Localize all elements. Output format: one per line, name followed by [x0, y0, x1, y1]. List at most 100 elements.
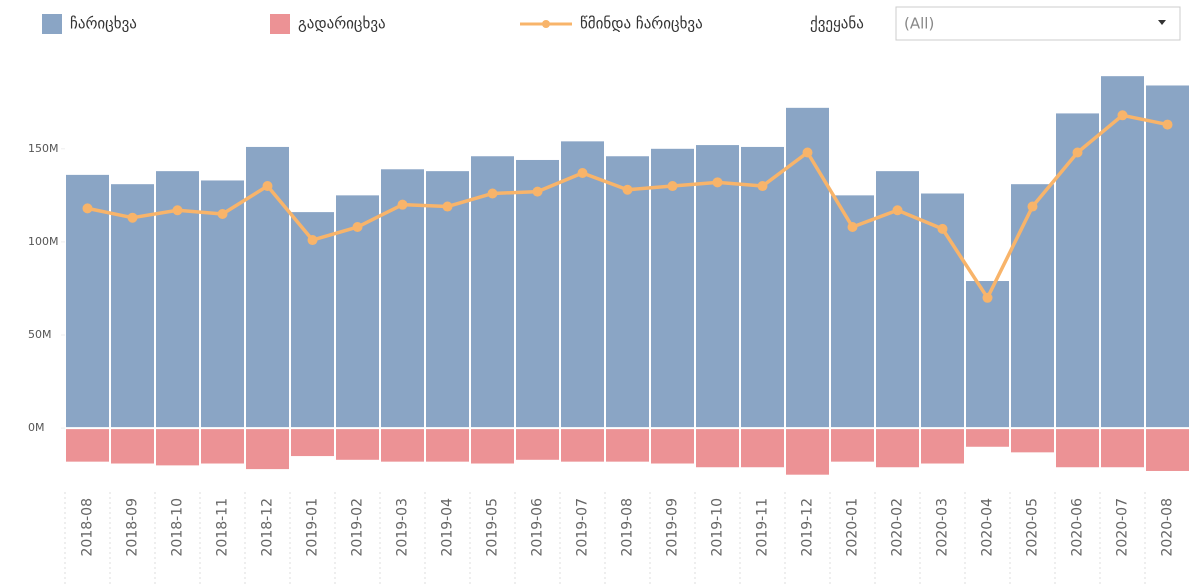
x-tick-label: 2018-08: [80, 498, 96, 557]
y-tick-label: 50M: [28, 328, 52, 341]
dropdown-value[interactable]: (All): [904, 15, 934, 33]
bar: [696, 145, 739, 429]
dropdown-box[interactable]: [895, 6, 1181, 41]
x-tick-label: 2018-11: [215, 498, 231, 557]
bar: [966, 428, 1009, 447]
bar: [111, 184, 154, 429]
legend-label: წმინდა ჩარიცხვა: [580, 15, 703, 33]
x-tick-label: 2020-05: [1025, 498, 1041, 557]
bar: [561, 141, 604, 429]
bar: [561, 428, 604, 462]
bar: [156, 428, 199, 466]
x-tick-label: 2019-08: [620, 498, 636, 557]
filter-label: ქვეყანა: [810, 15, 864, 33]
bar: [246, 428, 289, 470]
net-point: [892, 205, 903, 216]
bar: [291, 212, 334, 429]
net-point: [622, 184, 633, 195]
net-point: [262, 181, 273, 192]
net-point: [82, 203, 93, 214]
net-point: [1072, 147, 1083, 158]
net-point: [172, 205, 183, 216]
bar: [1146, 428, 1189, 471]
net-point: [712, 177, 723, 188]
y-tick-label: 100M: [28, 235, 59, 248]
bar: [516, 428, 559, 460]
net-point: [442, 201, 453, 212]
x-tick-label: 2019-09: [665, 498, 681, 557]
bar: [1011, 184, 1054, 429]
legend-label: ჩარიცხვა: [70, 15, 137, 33]
bar: [831, 195, 874, 429]
x-tick-label: 2019-11: [755, 498, 771, 557]
x-tick-label: 2019-03: [395, 498, 411, 557]
bar: [741, 428, 784, 468]
bar: [921, 428, 964, 464]
filter-dropdown[interactable]: (All): [895, 6, 1181, 41]
x-tick-label: 2020-04: [980, 498, 996, 557]
x-tick-label: 2020-07: [1115, 498, 1131, 557]
bar: [426, 171, 469, 429]
x-tick-label: 2019-01: [305, 498, 321, 557]
x-tick-label: 2019-12: [800, 498, 816, 557]
bar: [606, 156, 649, 429]
legend-swatch: [270, 14, 290, 34]
bar: [471, 428, 514, 464]
bar: [606, 428, 649, 462]
x-tick-label: 2019-07: [575, 498, 591, 557]
x-tick-label: 2020-06: [1070, 498, 1086, 557]
net-point: [217, 208, 228, 219]
bar: [696, 428, 739, 468]
bar: [876, 428, 919, 468]
dropdown-arrow[interactable]: [1158, 20, 1166, 25]
x-tick-label: 2018-10: [170, 498, 186, 557]
bar: [381, 428, 424, 462]
x-tick-label: 2019-06: [530, 498, 546, 557]
bar: [336, 428, 379, 460]
bar: [471, 156, 514, 429]
net-point: [127, 212, 138, 223]
x-tick-label: 2019-05: [485, 498, 501, 557]
x-tick-label: 2018-12: [260, 498, 276, 557]
legend-swatch: [42, 14, 62, 34]
bar: [1101, 76, 1144, 429]
net-point: [532, 186, 543, 197]
net-point: [307, 235, 318, 246]
net-point: [1162, 119, 1173, 130]
net-point: [847, 222, 858, 233]
bar: [651, 428, 694, 464]
x-tick-label: 2020-02: [890, 498, 906, 557]
legend-label: გადარიცხვა: [298, 15, 386, 33]
bar: [336, 195, 379, 429]
net-point: [802, 147, 813, 158]
bar: [1056, 113, 1099, 429]
net-point: [352, 222, 363, 233]
x-tick-label: 2019-04: [440, 498, 456, 557]
bar: [1146, 85, 1189, 429]
bar: [786, 428, 829, 475]
bar: [201, 180, 244, 429]
x-tick-label: 2019-10: [710, 498, 726, 557]
x-tick-label: 2018-09: [125, 498, 141, 557]
bar: [741, 146, 784, 429]
bar: [66, 428, 109, 462]
bar: [66, 174, 109, 429]
net-point: [982, 292, 993, 303]
y-tick-label: 0M: [28, 421, 45, 434]
net-point: [1027, 201, 1038, 212]
bar: [1056, 428, 1099, 468]
bar: [516, 159, 559, 429]
net-point: [487, 188, 498, 199]
net-point: [1117, 110, 1128, 121]
net-point: [757, 181, 768, 192]
x-tick-label: 2020-01: [845, 498, 861, 557]
net-point: [577, 168, 588, 179]
net-point: [397, 199, 408, 210]
bar: [1101, 428, 1144, 468]
x-tick-label: 2020-08: [1160, 498, 1176, 557]
bar: [966, 281, 1009, 429]
net-point: [667, 181, 678, 192]
bar: [111, 428, 154, 464]
bar: [201, 428, 244, 464]
